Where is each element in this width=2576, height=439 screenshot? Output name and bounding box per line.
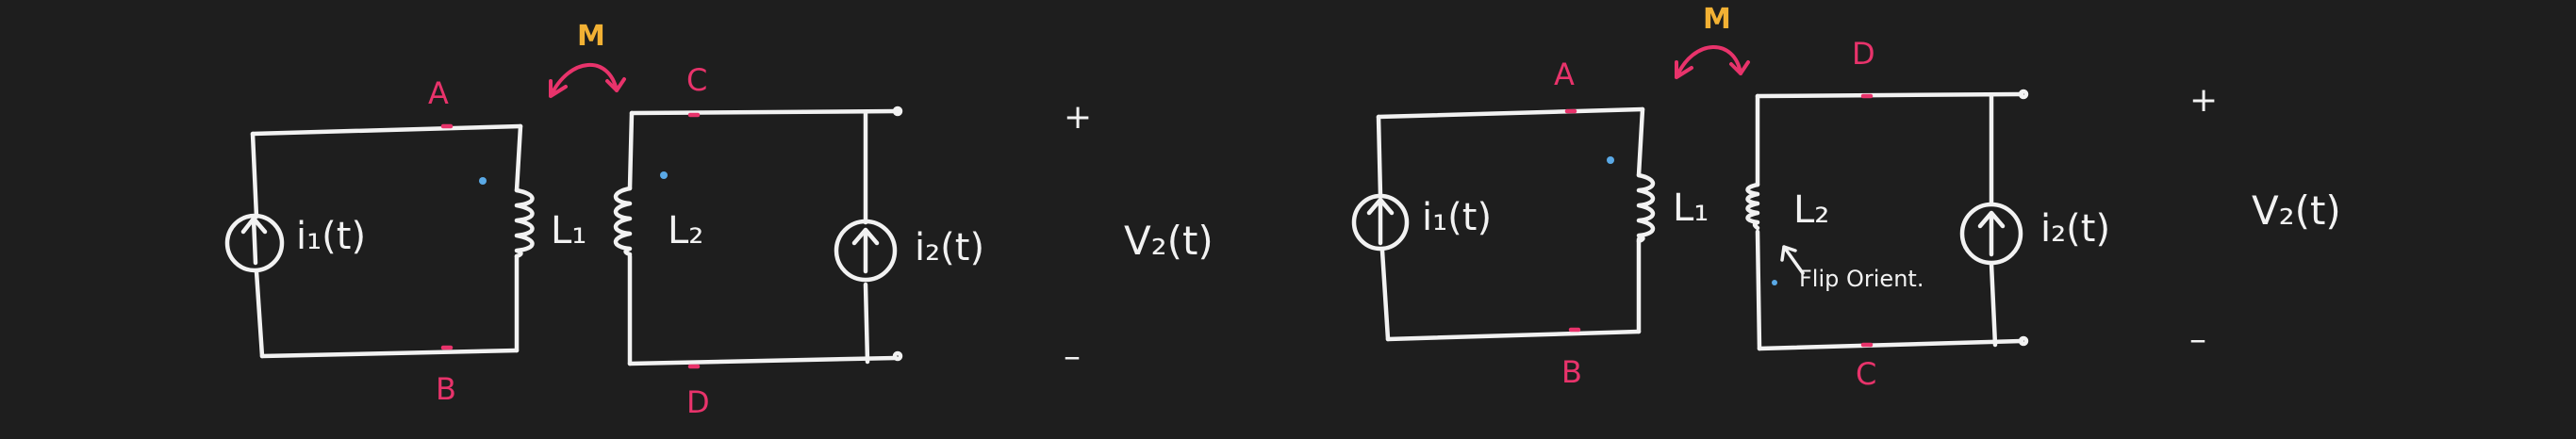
right-flip-note: Flip Orient. — [1799, 266, 1924, 292]
right-source1-arrow — [1366, 197, 1395, 246]
right-minus-sign: – — [2189, 320, 2206, 359]
right-source1-label: i₁(t) — [1422, 196, 1492, 239]
left-plus-sign: + — [1064, 98, 1092, 137]
left-source1-arrow — [240, 216, 268, 266]
right-primary-right-wire-top — [1636, 106, 1645, 178]
right-inductor1-coil — [1636, 172, 1656, 244]
left-source2-arrow — [851, 227, 880, 274]
left-source1-label: i₁(t) — [296, 215, 366, 258]
right-voltage-label: V₂(t) — [2252, 187, 2341, 234]
right-diagram: i₁(t) L₁ L₂ i₂(t) Flip Orient. — [1351, 3, 2341, 392]
left-output-voltage: + V₂(t) – — [1064, 98, 1214, 376]
left-primary-bottom-wire — [259, 348, 520, 359]
left-primary-right-wire-top — [514, 123, 523, 193]
left-node-d-label: D — [686, 384, 710, 420]
right-node-markers: A B D C — [1554, 36, 1876, 392]
right-flip-note-arrow — [1780, 245, 1805, 275]
right-node-a-label: A — [1554, 57, 1575, 92]
left-secondary-bottom-terminal — [892, 350, 903, 362]
right-primary-top-wire — [1376, 106, 1645, 120]
right-node-b-label: B — [1561, 354, 1582, 390]
left-mutual-coupling: M — [549, 20, 626, 98]
right-source2-wire-bottom — [1989, 261, 1998, 348]
right-source1-circle — [1351, 193, 1410, 252]
right-inductor1-label: L₁ — [1673, 187, 1709, 230]
right-source2-circle — [1959, 202, 2023, 266]
right-secondary-loop: L₂ i₂(t) Flip Orient. — [1745, 89, 2110, 351]
left-source2-circle — [834, 219, 898, 283]
right-secondary-top-wire — [1755, 91, 2024, 99]
left-secondary-top-terminal — [892, 106, 903, 117]
right-primary-loop: i₁(t) L₁ — [1351, 106, 1709, 342]
left-inductor2-label: L₂ — [668, 209, 703, 252]
left-diagram: i₁(t) L₁ L₂ i₂(t) A — [224, 20, 1214, 420]
left-secondary-loop: L₂ i₂(t) — [613, 106, 984, 366]
left-node-markers: A B C D — [428, 62, 710, 420]
right-node-c-label: C — [1856, 356, 1876, 392]
right-output-voltage: + V₂(t) – — [2189, 81, 2341, 359]
right-mutual-coupling: M — [1675, 3, 1750, 79]
right-mutual-arrow — [1675, 45, 1750, 79]
right-inductor2-coil — [1745, 182, 1760, 231]
left-secondary-top-wire — [629, 108, 900, 116]
right-primary-dot — [1607, 156, 1614, 164]
left-voltage-label: V₂(t) — [1124, 218, 1214, 264]
right-mutual-label: M — [1703, 3, 1731, 36]
left-node-b-label: B — [436, 371, 456, 407]
right-secondary-dot — [1772, 280, 1777, 285]
right-inductor2-label: L₂ — [1793, 188, 1829, 232]
left-secondary-dot — [660, 171, 668, 179]
right-source2-label: i₂(t) — [2040, 207, 2110, 251]
left-secondary-left-wire-top — [627, 110, 635, 191]
left-primary-left-wire-top — [250, 131, 259, 220]
left-mutual-label: M — [577, 20, 605, 53]
right-secondary-bottom-terminal — [2018, 335, 2029, 347]
right-primary-left-wire-bottom — [1379, 248, 1391, 342]
left-primary-loop: i₁(t) L₁ — [224, 123, 586, 359]
left-source1-circle — [224, 213, 285, 273]
right-primary-left-wire-top — [1376, 114, 1383, 199]
left-node-c-label: C — [686, 62, 707, 98]
left-primary-left-wire-bottom — [254, 268, 265, 359]
left-source2-wire-bottom — [863, 282, 870, 365]
right-plus-sign: + — [2189, 81, 2218, 120]
right-node-d-label: D — [1852, 36, 1875, 72]
left-primary-top-wire — [250, 123, 523, 137]
right-secondary-top-terminal — [2018, 89, 2029, 100]
left-node-a-label: A — [428, 75, 449, 111]
left-secondary-bottom-wire — [627, 355, 899, 366]
left-inductor1-label: L₁ — [551, 209, 586, 252]
left-inductor1-coil — [514, 187, 535, 259]
left-inductor2-coil — [613, 186, 633, 257]
left-minus-sign: – — [1064, 337, 1081, 376]
left-primary-dot — [479, 177, 487, 185]
right-secondary-left-wire-bottom — [1755, 229, 1762, 351]
right-secondary-bottom-wire — [1757, 338, 2024, 351]
right-primary-bottom-wire — [1385, 329, 1642, 342]
left-source2-label: i₂(t) — [915, 226, 984, 269]
right-source2-arrow — [1977, 210, 2006, 257]
left-mutual-arrow — [549, 63, 626, 98]
